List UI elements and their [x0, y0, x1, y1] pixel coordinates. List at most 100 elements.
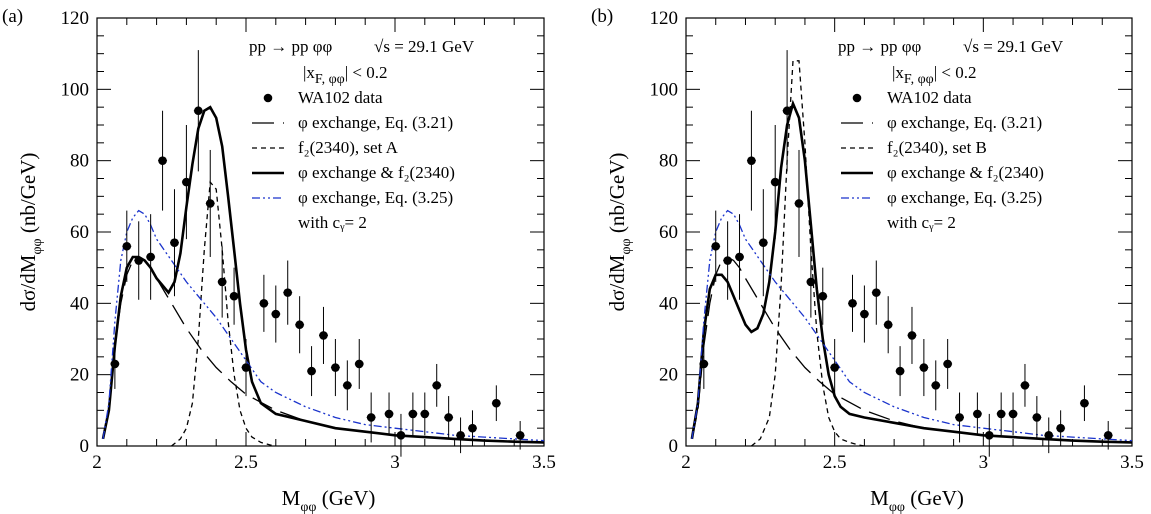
legend-text: WA102 data: [887, 88, 972, 107]
marker: [883, 320, 893, 330]
marker: [408, 409, 418, 419]
marker: [818, 291, 828, 301]
y-tick-label: 40: [70, 293, 89, 314]
marker: [871, 288, 881, 297]
data-point: [1020, 363, 1030, 407]
legend-text: φ exchange & f₂(2340): [298, 163, 455, 182]
curve-dashdotdot: [102, 209, 544, 442]
marker: [1044, 431, 1054, 440]
marker: [895, 366, 905, 376]
curve-shortdash: [171, 180, 276, 446]
x-axis-label: Mφφ (GeV): [870, 486, 964, 514]
marker: [794, 199, 804, 208]
marker: [331, 363, 340, 372]
data-point: [758, 189, 768, 297]
marker: [205, 199, 215, 208]
legend-entry: with cᵧ= 2: [298, 213, 367, 232]
panel-a: 2 2.5 3 3.5 0 20 40 60 80 100 120 (a) Mφφ (GeV) dσ/dM…: [2, 6, 556, 514]
data-point: [972, 392, 982, 436]
marker: [295, 320, 304, 330]
data-point: [1056, 410, 1066, 446]
data-point: [146, 214, 156, 300]
marker: [919, 363, 929, 372]
y-tick-label: 80: [70, 151, 89, 172]
marker: [1032, 413, 1042, 422]
marker: [1056, 423, 1065, 433]
data-points: [110, 50, 525, 457]
data-point: [432, 363, 442, 407]
marker: [1103, 431, 1113, 440]
data-point: [468, 410, 477, 446]
data-point: [366, 392, 376, 443]
marker: [146, 252, 155, 262]
data-point: [1103, 421, 1113, 450]
marker: [432, 381, 442, 390]
data-point: [723, 221, 733, 300]
marker: [194, 106, 203, 116]
marker: [241, 363, 251, 372]
y-tick-label: 100: [61, 79, 90, 100]
data-point: [229, 267, 239, 325]
marker: [860, 309, 869, 319]
legend-entry: with cᵧ= 2: [887, 213, 956, 232]
marker: [931, 381, 941, 390]
marker: [444, 413, 453, 422]
data-point: [515, 421, 525, 450]
panel-b: 2 2.5 3 3.5 0 20 40 60 80 100 120 (b) Mφφ (GeV) dσ/dM…: [591, 6, 1144, 514]
data-point: [193, 50, 203, 172]
data-point: [134, 221, 144, 300]
y-tick-label: 0: [669, 436, 679, 457]
data-point: [883, 296, 893, 354]
data-point: [907, 306, 917, 364]
legend-entry: φ exchange & f₂(2340): [841, 163, 1044, 182]
legend-entry: WA102 data: [263, 88, 383, 107]
legend-entry: φ exchange & f₂(2340): [252, 163, 455, 182]
data-point: [354, 339, 364, 389]
data-point: [259, 274, 269, 332]
marker: [770, 177, 780, 187]
y-tick-label: 120: [650, 8, 679, 29]
data-point: [919, 339, 929, 397]
legend-text: φ exchange & f₂(2340): [887, 163, 1044, 182]
data-point: [955, 392, 965, 443]
reaction-label: pp → pp φφ: [249, 37, 333, 56]
marker: [396, 431, 406, 440]
data-point: [794, 149, 804, 257]
data-point: [859, 285, 869, 343]
marker: [830, 363, 839, 372]
x-axis-label: Mφφ (GeV): [282, 486, 376, 514]
data-point: [1079, 385, 1089, 422]
data-point: [491, 385, 501, 422]
marker: [182, 177, 191, 187]
marker: [420, 409, 430, 419]
legend-text: with cᵧ= 2: [887, 213, 956, 232]
marker: [283, 288, 293, 297]
marker: [259, 299, 269, 308]
data-point: [330, 339, 340, 397]
marker: [1020, 381, 1030, 390]
data-point: [342, 360, 352, 411]
marker: [723, 256, 732, 265]
marker: [782, 106, 792, 116]
marker: [468, 423, 477, 433]
data-point: [1008, 392, 1018, 436]
marker: [384, 409, 394, 419]
data-point: [241, 339, 251, 397]
data-point: [271, 285, 281, 343]
data-point: [1032, 396, 1042, 439]
marker: [1080, 398, 1089, 408]
curve-shortdash: [750, 60, 865, 446]
marker: [996, 409, 1006, 419]
marker: [943, 359, 952, 369]
marker: [366, 413, 376, 422]
legend-entry: f₂(2340), set A: [252, 138, 399, 157]
marker: [456, 431, 465, 440]
data-point: [770, 125, 780, 240]
legend-entry: WA102 data: [852, 88, 972, 107]
marker: [354, 359, 364, 369]
data-point: [931, 360, 941, 411]
energy-label: √s = 29.1 GeV: [374, 37, 475, 56]
marker: [759, 238, 768, 247]
curves: [101, 105, 544, 446]
